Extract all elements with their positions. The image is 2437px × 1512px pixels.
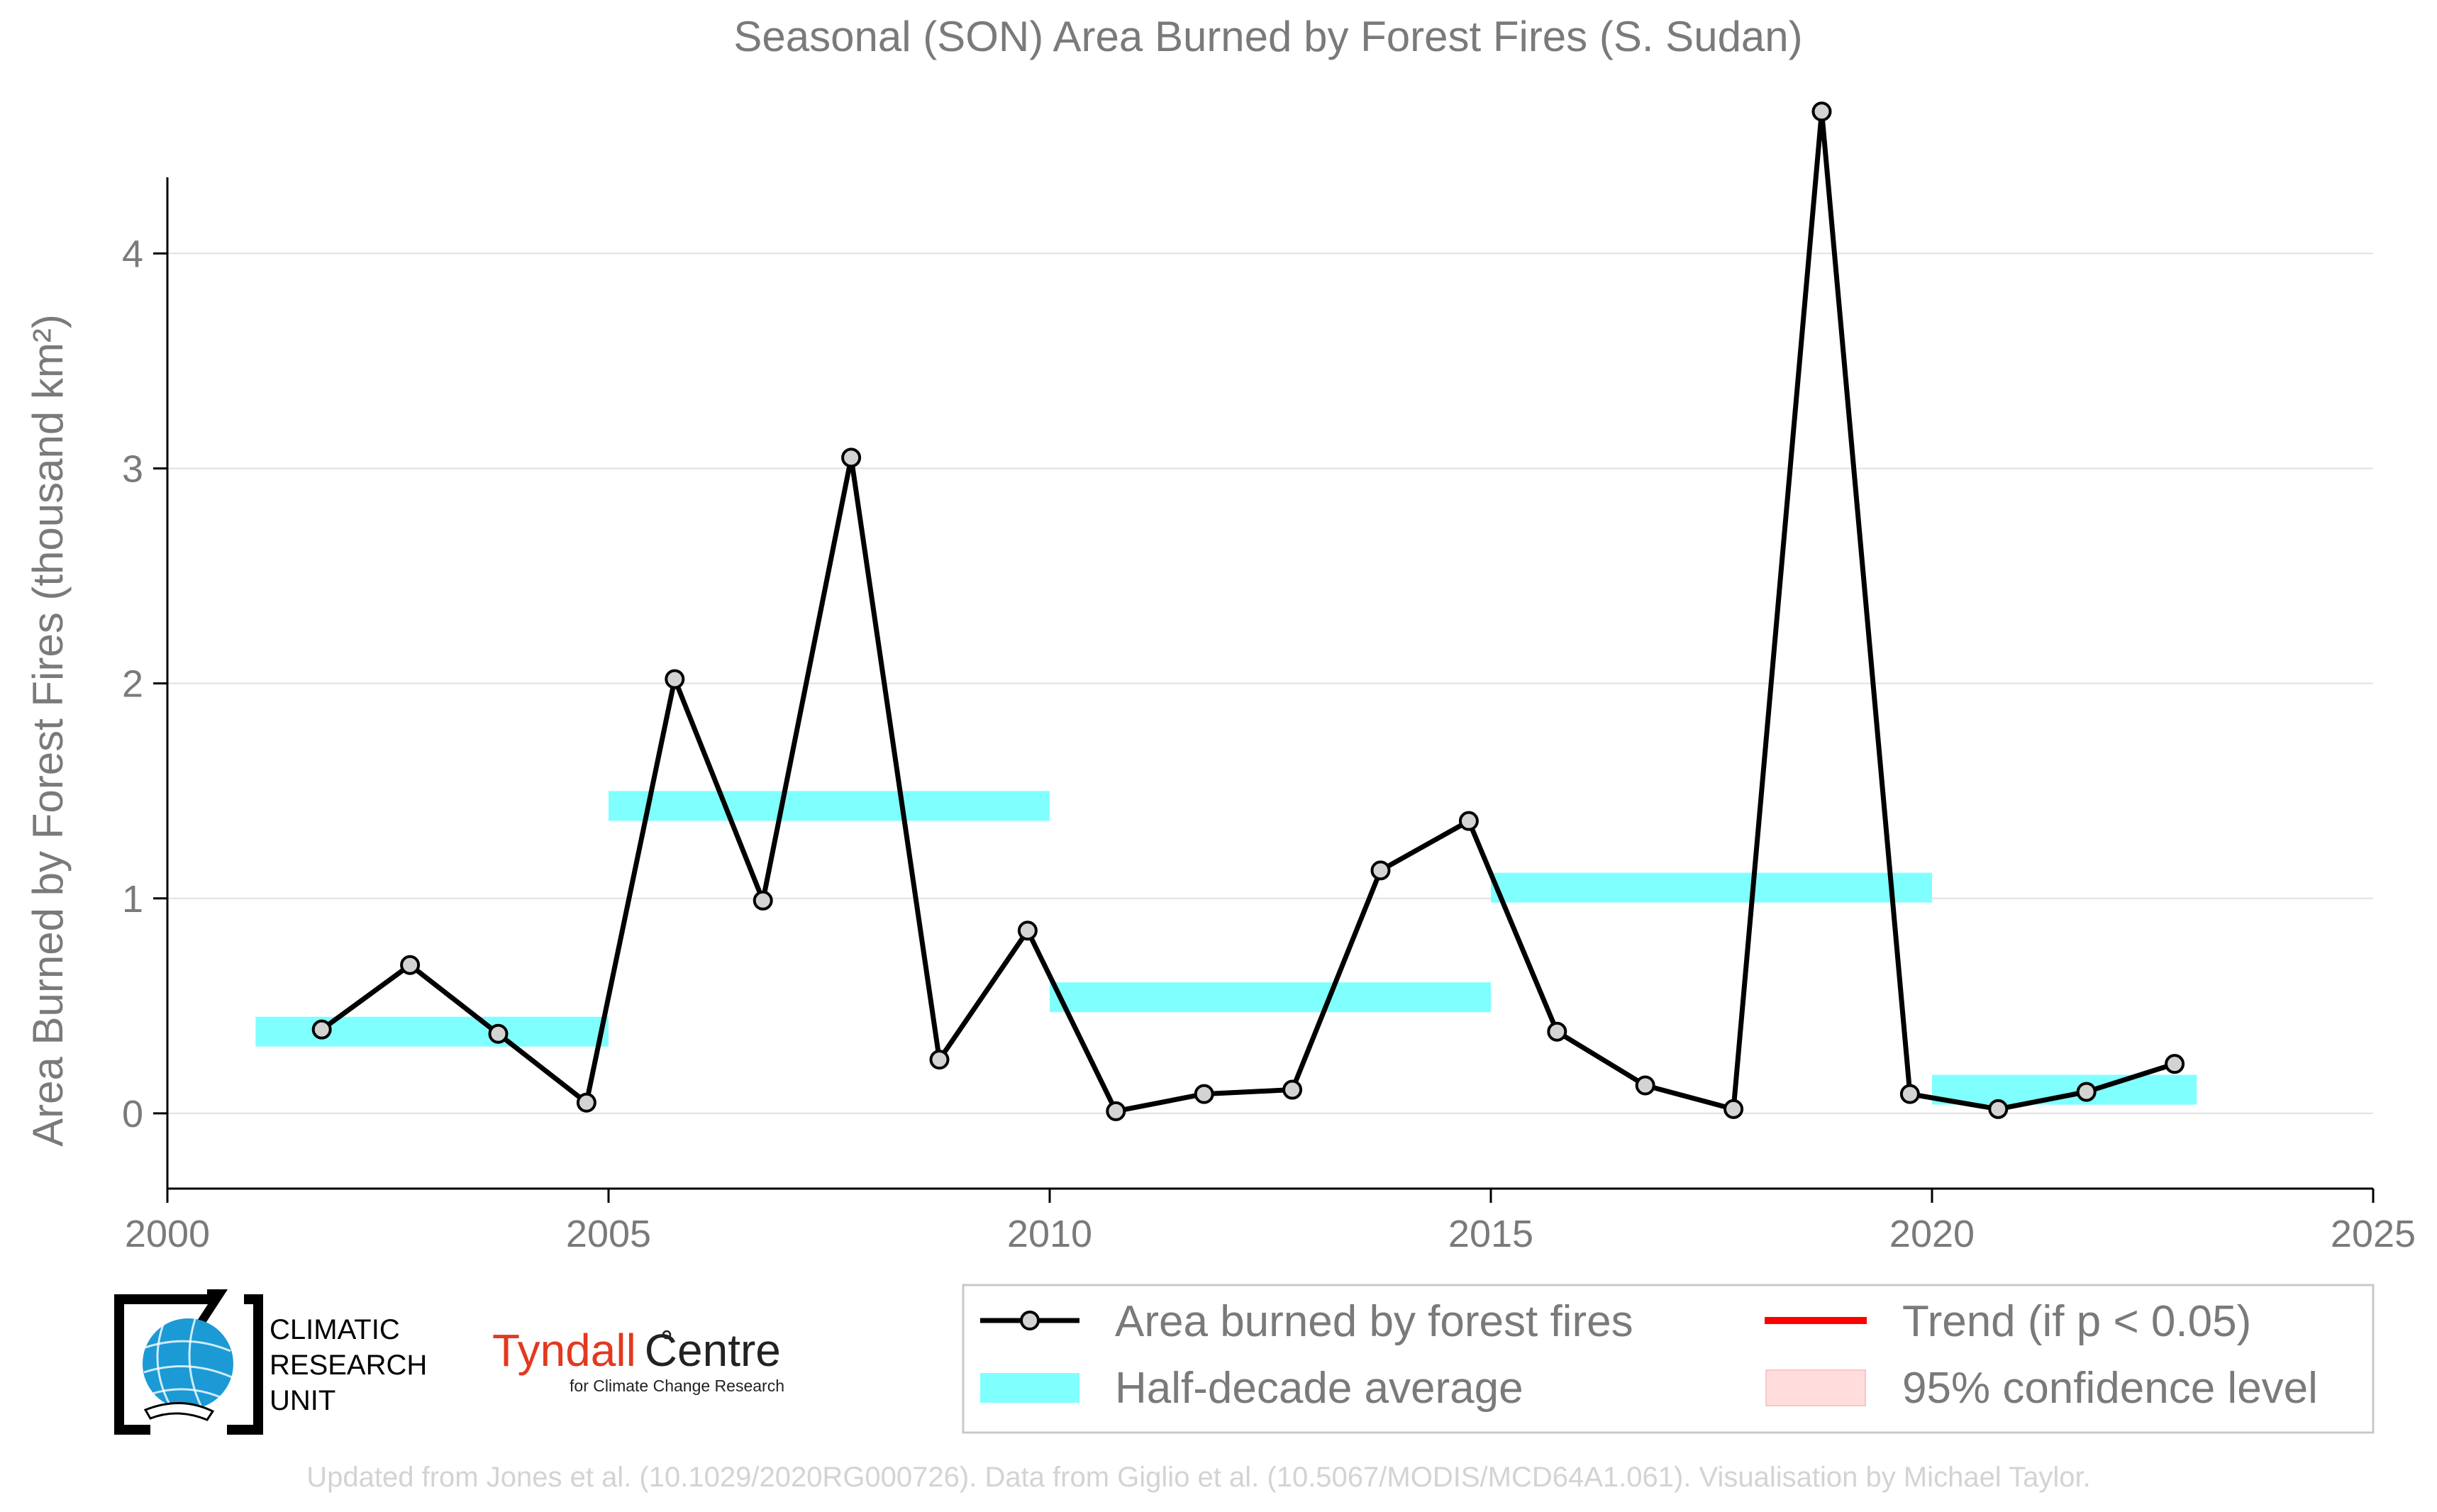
legend-frame xyxy=(962,1284,2375,1434)
x-tick-label-2000: 2000 xyxy=(125,1213,210,1255)
y-tick-label-3: 3 xyxy=(122,448,143,490)
data-point-8 xyxy=(1017,921,1038,941)
y-tick-label-4: 4 xyxy=(122,233,143,275)
half-decade-bar-2020 xyxy=(1932,1074,2197,1105)
x-tick-label-2010: 2010 xyxy=(1007,1213,1092,1255)
legend-confidence-label: 95% confidence level xyxy=(1902,1364,2318,1413)
tyndall-logo: Tyndall Centre for Climate Change Researc… xyxy=(492,1325,784,1395)
data-point-12 xyxy=(1370,860,1391,881)
cru-globe-icon xyxy=(143,1318,233,1409)
half-decade-bar-2015 xyxy=(1491,872,1932,903)
half-decade-bar-2005 xyxy=(609,791,1050,821)
data-point-17 xyxy=(1811,101,1832,122)
legend-confidence-swatch xyxy=(1765,1369,1866,1406)
y-axis-label: Area Burned by Forest Fires (thousand km… xyxy=(24,314,72,1147)
tyndall-subtitle: for Climate Change Research xyxy=(570,1377,784,1395)
chart-title: Seasonal (SON) Area Burned by Forest Fir… xyxy=(733,13,1802,60)
half-decade-bar-2010 xyxy=(1050,982,1491,1013)
legend-series-label: Area burned by forest fires xyxy=(1115,1297,1633,1346)
series-area-burned xyxy=(311,101,2185,1121)
cru-text-line-3: UNIT xyxy=(270,1385,335,1416)
data-point-9 xyxy=(1106,1101,1126,1121)
data-point-5 xyxy=(753,890,773,911)
x-tick-labels: 2000 2005 2010 2015 2020 2025 xyxy=(125,1213,2416,1255)
data-point-0 xyxy=(311,1019,332,1040)
cru-text-line-1: CLIMATIC xyxy=(270,1314,400,1345)
legend-series-marker-icon xyxy=(1020,1311,1040,1330)
footer-credit: Updated from Jones et al. (10.1029/2020R… xyxy=(306,1462,2090,1493)
y-tick-label-2: 2 xyxy=(122,663,143,706)
half-decade-bars xyxy=(255,791,2197,1105)
data-point-20 xyxy=(2076,1082,2097,1102)
data-point-7 xyxy=(929,1050,950,1070)
data-point-6 xyxy=(841,448,862,468)
axes xyxy=(153,177,2375,1203)
legend-trend-label: Trend (if p < 0.05) xyxy=(1902,1297,2251,1346)
x-tick-label-2005: 2005 xyxy=(566,1213,651,1255)
legend: Area burned by forest fires Half-decade … xyxy=(962,1284,2375,1434)
y-tick-labels: 0 1 2 3 4 xyxy=(122,233,143,1135)
tyndall-wordmark: Tyndall Centre xyxy=(492,1325,781,1376)
y-tick-label-1: 1 xyxy=(122,878,143,921)
half-decade-bar-2001 xyxy=(255,1016,609,1047)
series-line xyxy=(320,109,2176,1114)
cru-text-line-2: RESEARCH xyxy=(270,1350,427,1381)
cru-logo-slash-top xyxy=(194,1289,228,1329)
legend-half-decade-label: Half-decade average xyxy=(1115,1364,1523,1413)
cru-logo-frame xyxy=(114,1294,263,1435)
x-tick-label-2015: 2015 xyxy=(1448,1213,1533,1255)
data-point-10 xyxy=(1194,1084,1214,1104)
data-point-16 xyxy=(1723,1099,1744,1119)
data-point-18 xyxy=(1899,1084,1920,1104)
data-point-19 xyxy=(1988,1099,2009,1119)
data-point-21 xyxy=(2165,1054,2185,1074)
cru-logo: CLIMATIC RESEARCH UNIT xyxy=(114,1289,427,1435)
data-point-11 xyxy=(1282,1079,1303,1100)
data-point-15 xyxy=(1635,1075,1655,1096)
x-tick-label-2020: 2020 xyxy=(1889,1213,1975,1255)
data-point-14 xyxy=(1547,1021,1567,1042)
data-point-3 xyxy=(576,1092,596,1113)
data-point-4 xyxy=(665,669,685,689)
y-tick-label-0: 0 xyxy=(122,1093,143,1135)
tyndall-degree-icon xyxy=(662,1330,672,1340)
data-point-13 xyxy=(1458,811,1479,831)
data-point-1 xyxy=(400,955,421,975)
data-point-2 xyxy=(488,1023,509,1044)
x-tick-label-2025: 2025 xyxy=(2331,1213,2416,1255)
legend-half-decade-swatch xyxy=(980,1373,1079,1403)
